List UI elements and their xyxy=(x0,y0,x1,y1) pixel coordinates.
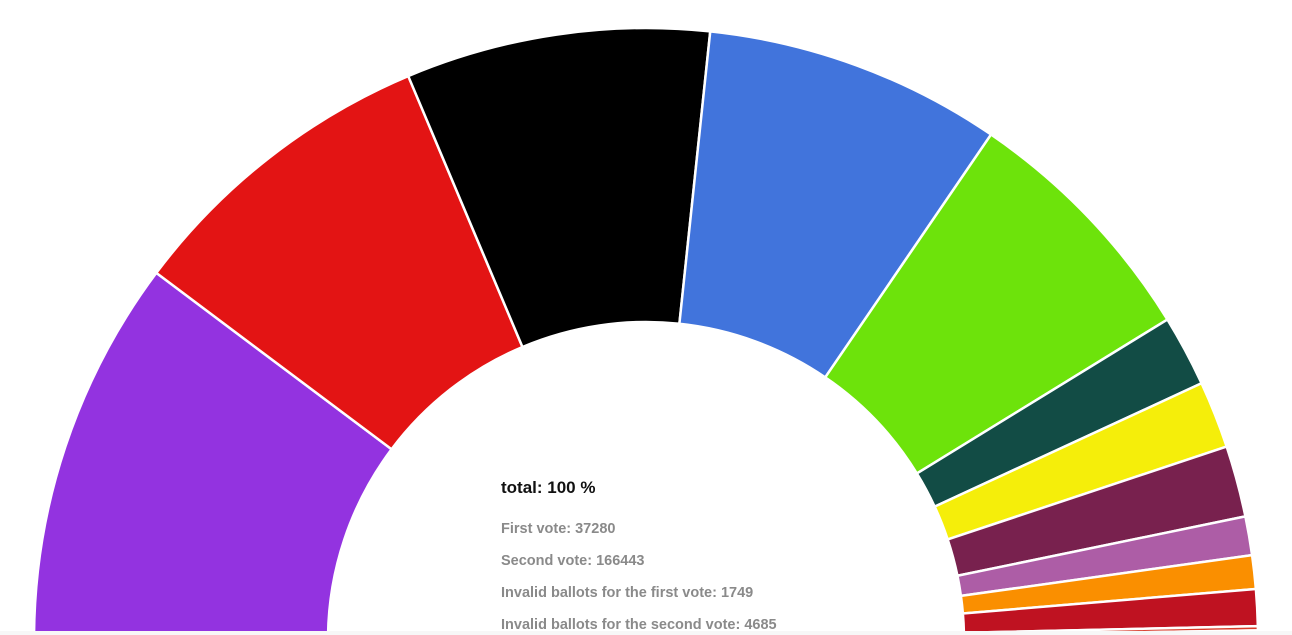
invalid-second-label: Invalid ballots for the second vote: 468… xyxy=(501,617,777,633)
chart-slice[interactable] xyxy=(32,271,393,635)
info-box: total: 100 % First vote: 37280 Second vo… xyxy=(501,477,921,635)
bottom-strip xyxy=(0,631,1292,635)
first-vote-label: First vote: 37280 xyxy=(501,521,616,537)
second-vote-label: Second vote: 166443 xyxy=(501,553,645,569)
total-label: total: 100 % xyxy=(501,478,596,497)
invalid-first-label: Invalid ballots for the first vote: 1749 xyxy=(501,585,754,601)
